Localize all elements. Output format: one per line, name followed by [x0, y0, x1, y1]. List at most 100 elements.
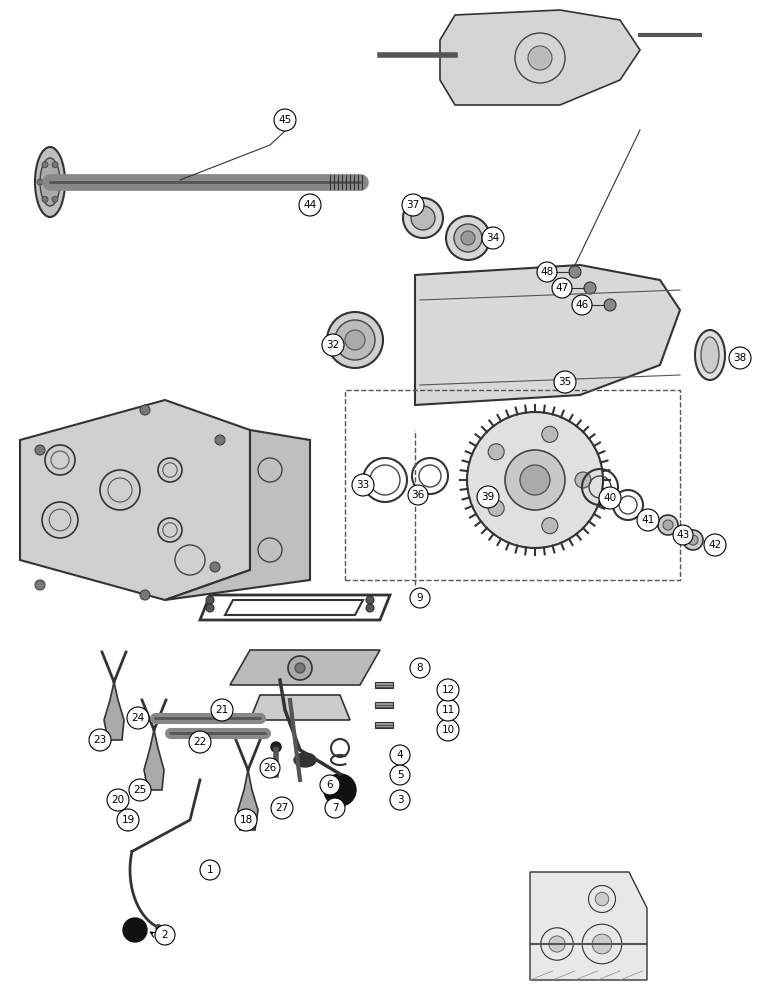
Circle shape — [410, 588, 430, 608]
Text: 18: 18 — [239, 815, 252, 825]
Circle shape — [155, 925, 175, 945]
Circle shape — [35, 445, 45, 455]
Circle shape — [604, 299, 616, 311]
Circle shape — [215, 435, 225, 445]
Circle shape — [411, 206, 435, 230]
Text: 8: 8 — [417, 663, 423, 673]
Circle shape — [123, 918, 147, 942]
Circle shape — [688, 535, 698, 545]
Circle shape — [271, 797, 293, 819]
Circle shape — [402, 194, 424, 216]
Ellipse shape — [40, 158, 60, 206]
Text: 39: 39 — [482, 492, 495, 502]
Circle shape — [206, 596, 214, 604]
Circle shape — [390, 745, 410, 765]
Text: 37: 37 — [406, 200, 420, 210]
Ellipse shape — [695, 330, 725, 380]
Circle shape — [325, 798, 345, 818]
Circle shape — [127, 707, 149, 729]
Circle shape — [117, 809, 139, 831]
Circle shape — [52, 162, 58, 168]
Circle shape — [520, 465, 550, 495]
Text: 35: 35 — [558, 377, 571, 387]
Bar — [375, 702, 393, 708]
Circle shape — [505, 450, 565, 510]
Circle shape — [437, 719, 459, 741]
Circle shape — [352, 474, 374, 496]
Polygon shape — [20, 400, 250, 600]
Text: 46: 46 — [575, 300, 588, 310]
Circle shape — [271, 742, 281, 752]
Text: 22: 22 — [193, 737, 207, 747]
Circle shape — [322, 334, 344, 356]
Text: 23: 23 — [93, 735, 107, 745]
Circle shape — [569, 266, 581, 278]
Circle shape — [129, 779, 151, 801]
Text: 40: 40 — [604, 493, 617, 503]
Circle shape — [200, 860, 220, 880]
Text: 25: 25 — [134, 785, 147, 795]
Text: 45: 45 — [279, 115, 292, 125]
Text: 12: 12 — [442, 685, 455, 695]
Circle shape — [658, 515, 678, 535]
Text: 4: 4 — [397, 750, 403, 760]
Text: 24: 24 — [131, 713, 144, 723]
Circle shape — [599, 487, 621, 509]
Circle shape — [552, 278, 572, 298]
Circle shape — [107, 789, 129, 811]
Circle shape — [595, 892, 609, 906]
Circle shape — [572, 295, 592, 315]
Circle shape — [295, 663, 305, 673]
Circle shape — [345, 330, 365, 350]
Polygon shape — [230, 650, 380, 685]
Text: 44: 44 — [303, 200, 317, 210]
Circle shape — [140, 590, 150, 600]
Circle shape — [482, 227, 504, 249]
Circle shape — [390, 790, 410, 810]
Circle shape — [366, 604, 374, 612]
Circle shape — [320, 775, 340, 795]
Circle shape — [704, 534, 726, 556]
Circle shape — [206, 604, 214, 612]
Text: 33: 33 — [357, 480, 370, 490]
Text: 34: 34 — [486, 233, 499, 243]
Polygon shape — [415, 265, 680, 405]
Circle shape — [663, 520, 673, 530]
Circle shape — [454, 224, 482, 252]
Circle shape — [35, 580, 45, 590]
Circle shape — [575, 472, 591, 488]
Bar — [375, 682, 393, 688]
Circle shape — [57, 179, 63, 185]
Text: 10: 10 — [442, 725, 455, 735]
Polygon shape — [530, 872, 647, 980]
Circle shape — [288, 656, 312, 680]
Text: 5: 5 — [397, 770, 403, 780]
Text: 38: 38 — [733, 353, 747, 363]
Circle shape — [211, 699, 233, 721]
Text: 3: 3 — [397, 795, 403, 805]
Polygon shape — [238, 770, 258, 830]
Polygon shape — [144, 730, 164, 790]
Text: 32: 32 — [327, 340, 340, 350]
Circle shape — [683, 530, 703, 550]
Circle shape — [89, 729, 111, 751]
Circle shape — [584, 282, 596, 294]
Text: 48: 48 — [540, 267, 554, 277]
Circle shape — [52, 196, 58, 202]
Circle shape — [637, 509, 659, 531]
Circle shape — [592, 934, 612, 954]
Text: 19: 19 — [121, 815, 134, 825]
Circle shape — [542, 518, 558, 534]
Circle shape — [528, 46, 552, 70]
Text: 36: 36 — [411, 490, 425, 500]
Text: 20: 20 — [111, 795, 124, 805]
Circle shape — [461, 231, 475, 245]
Polygon shape — [250, 695, 350, 720]
Circle shape — [335, 320, 375, 360]
Circle shape — [554, 371, 576, 393]
Circle shape — [42, 196, 48, 202]
Circle shape — [366, 596, 374, 604]
Text: 7: 7 — [332, 803, 338, 813]
Text: 27: 27 — [276, 803, 289, 813]
Text: 6: 6 — [327, 780, 334, 790]
